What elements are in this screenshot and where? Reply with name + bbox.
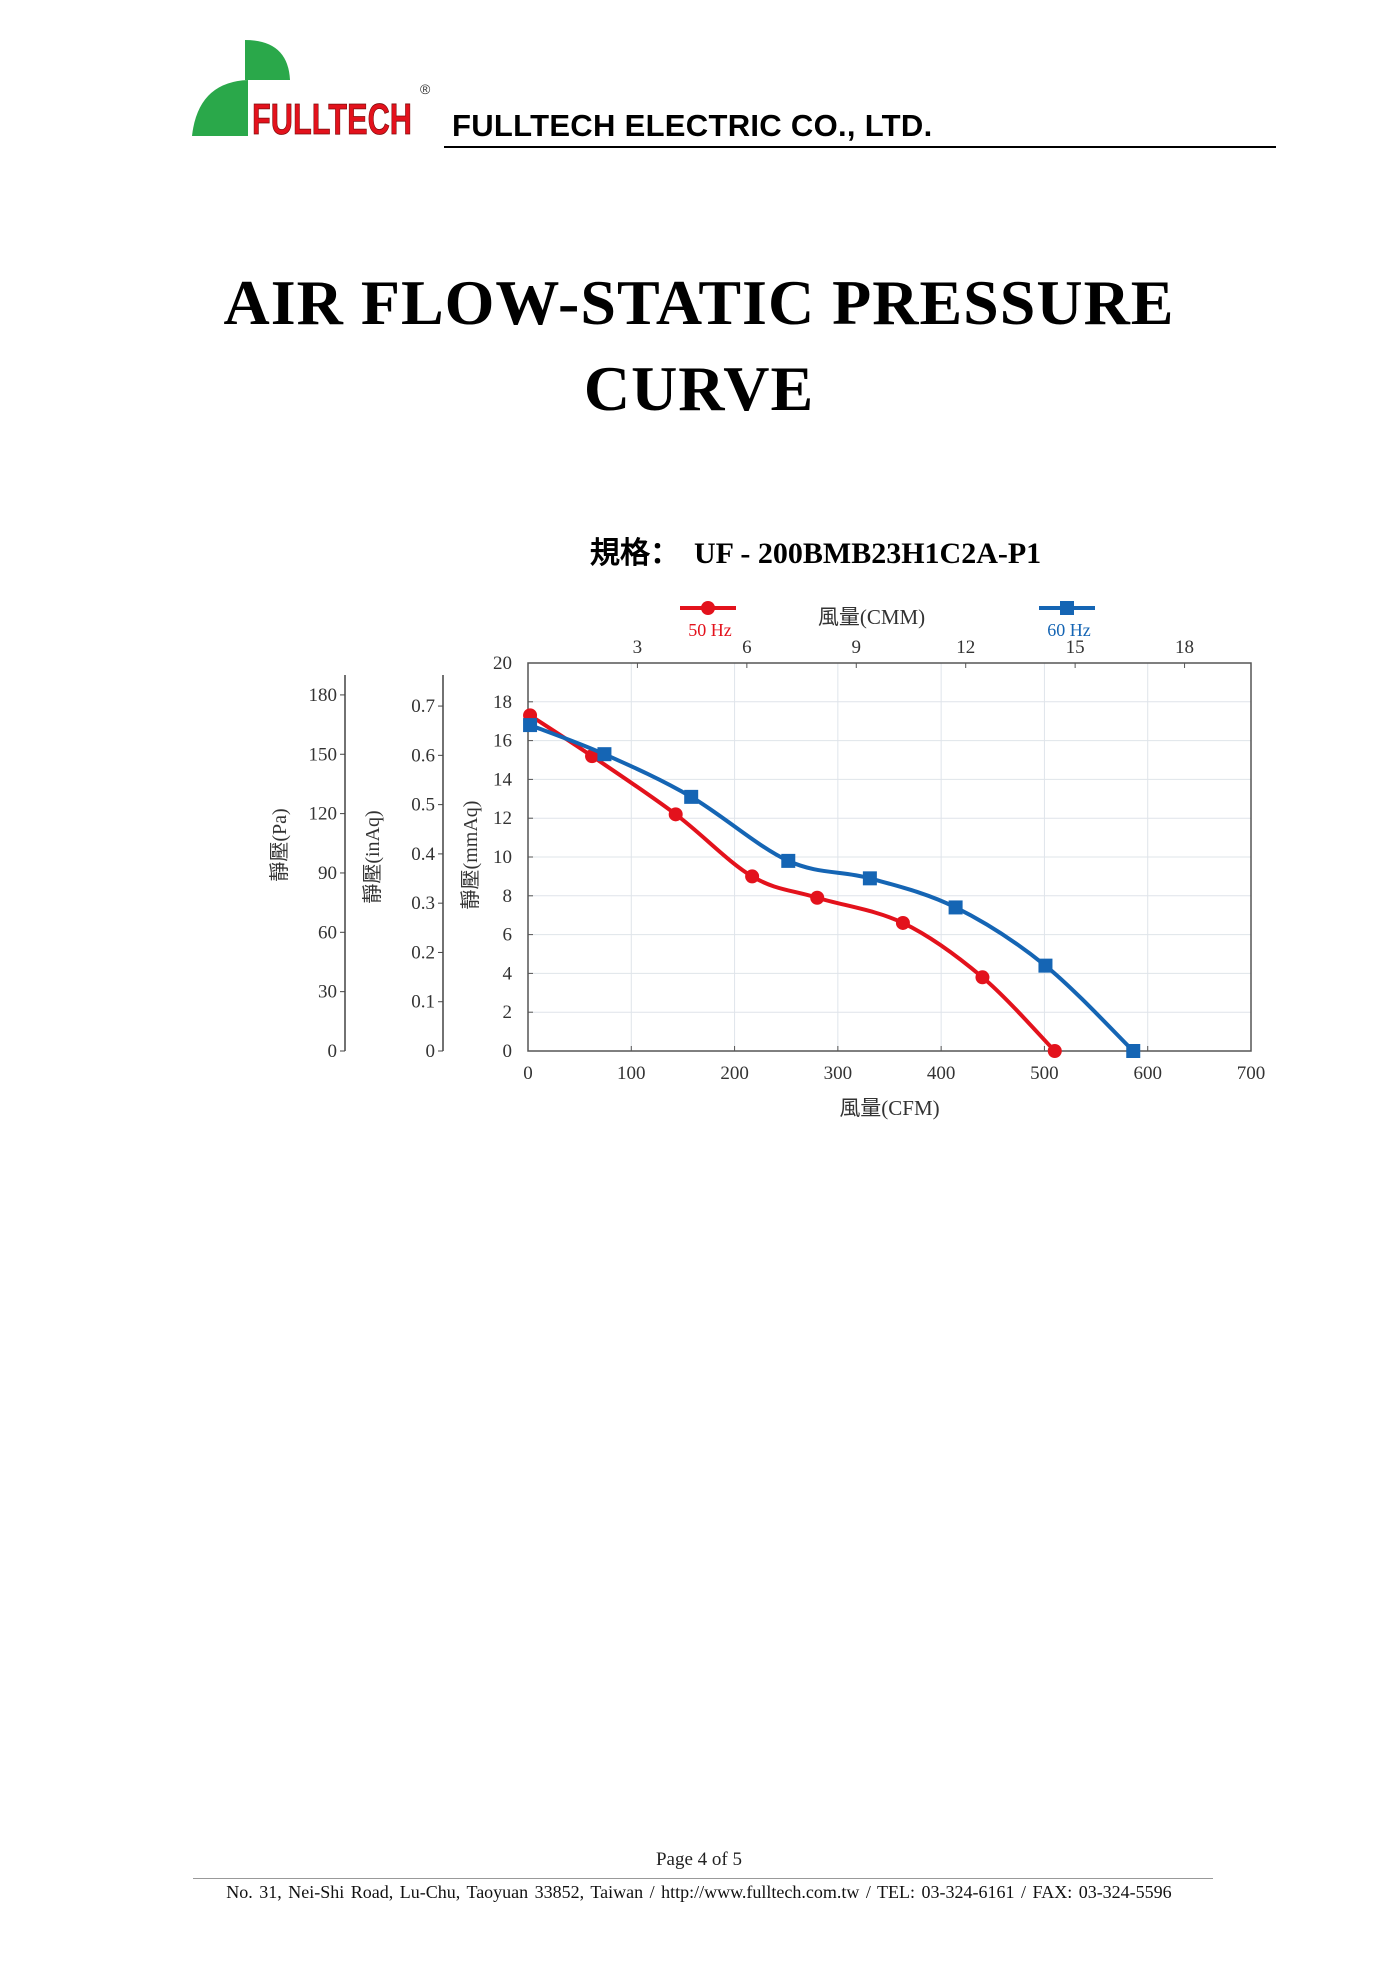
- x-tick-label: 700: [1237, 1063, 1266, 1084]
- x-tick-label: 0: [523, 1063, 533, 1084]
- page-title-line2: CURVE: [583, 353, 815, 424]
- y-tick-label: 10: [493, 847, 512, 868]
- data-point-50hz: [895, 915, 910, 930]
- x-tick-label: 500: [1030, 1063, 1059, 1084]
- data-point-60hz: [1126, 1044, 1141, 1058]
- data-point-50hz: [585, 749, 600, 764]
- spec-colon: ：: [650, 537, 680, 570]
- data-point-60hz: [1038, 958, 1053, 973]
- inaq-tick-label: 0.6: [411, 745, 435, 766]
- legend-swatch-marker: [701, 601, 715, 615]
- logo-text: FULLTECH: [252, 95, 412, 143]
- spec-label: 規格: [590, 537, 650, 570]
- data-point-60hz: [781, 853, 796, 868]
- pa-tick-label: 0: [328, 1041, 338, 1062]
- x-tick-label: 100: [617, 1063, 646, 1084]
- y-tick-label: 0: [503, 1041, 513, 1062]
- data-point-60hz: [684, 789, 699, 804]
- fulltech-logo: FULLTECH ®: [192, 40, 431, 143]
- y-tick-label: 4: [503, 963, 513, 984]
- y-tick-label: 12: [493, 808, 512, 829]
- inaq-tick-label: 0.2: [411, 942, 435, 963]
- pa-axis-label: 靜壓(Pa): [268, 808, 291, 881]
- y-axis-label: 靜壓(mmAq): [459, 801, 482, 910]
- data-point-60hz: [862, 871, 877, 886]
- x2-tick-label: 6: [742, 637, 752, 658]
- x-tick-label: 300: [824, 1063, 853, 1084]
- x2-tick-label: 18: [1175, 637, 1194, 658]
- x2-axis-label: 風量(CMM): [818, 605, 925, 629]
- y-tick-label: 2: [503, 1002, 513, 1023]
- y-tick-label: 8: [503, 886, 513, 907]
- x2-tick-label: 12: [956, 637, 975, 658]
- series-line-50hz: [528, 713, 1057, 1053]
- x2-tick-label: 3: [633, 637, 643, 658]
- inaq-tick-label: 0.1: [411, 992, 435, 1013]
- inaq-tick-label: 0.3: [411, 893, 435, 914]
- y-tick-label: 20: [493, 653, 512, 674]
- pa-tick-label: 90: [318, 863, 337, 884]
- data-point-60hz: [948, 900, 963, 915]
- footer-address: No. 31, Nei-Shi Road, Lu-Chu, Taoyuan 33…: [226, 1882, 1172, 1902]
- y-tick-label: 16: [493, 731, 512, 752]
- page-number: Page 4 of 5: [655, 1849, 742, 1870]
- spec-line: 規格： UF - 200BMB23H1C2A-P1: [590, 528, 1041, 572]
- inaq-tick-label: 0.7: [411, 696, 435, 717]
- legend-label: 60 Hz: [1047, 620, 1091, 640]
- data-point-50hz: [745, 869, 760, 884]
- data-point-50hz: [1047, 1044, 1062, 1058]
- data-point-50hz: [975, 970, 990, 985]
- x-tick-label: 200: [720, 1063, 749, 1084]
- x2-tick-label: 15: [1066, 637, 1085, 658]
- data-point-50hz: [668, 807, 683, 822]
- pa-tick-label: 120: [309, 804, 338, 825]
- logo-leaf-top: [245, 40, 290, 80]
- y-tick-label: 6: [503, 925, 513, 946]
- data-point-60hz: [523, 718, 538, 733]
- legend-label: 50 Hz: [688, 620, 732, 640]
- inaq-axis-label: 靜壓(inAq): [361, 810, 384, 903]
- x-tick-label: 600: [1133, 1063, 1162, 1084]
- data-point-50hz: [810, 890, 825, 905]
- page-title-line1: AIR FLOW-STATIC PRESSURE: [223, 267, 1175, 338]
- registered-mark: ®: [420, 81, 431, 97]
- footer-rule: [193, 1878, 1213, 1879]
- inaq-tick-label: 0.5: [411, 795, 435, 816]
- legend-swatch-marker: [1060, 601, 1074, 615]
- pa-tick-label: 180: [309, 685, 338, 706]
- company-name: FULLTECH ELECTRIC CO., LTD.: [452, 108, 933, 143]
- y-tick-label: 14: [493, 769, 513, 790]
- inaq-tick-label: 0.4: [411, 844, 435, 865]
- logo-leaf-left: [192, 80, 248, 136]
- x-axis-label: 風量(CFM): [839, 1096, 939, 1120]
- x2-tick-label: 9: [852, 637, 862, 658]
- pa-tick-label: 60: [318, 922, 337, 943]
- pa-tick-label: 30: [318, 982, 337, 1003]
- inaq-tick-label: 0: [426, 1041, 436, 1062]
- data-point-60hz: [597, 747, 612, 762]
- x-tick-label: 400: [927, 1063, 956, 1084]
- y-tick-label: 18: [493, 692, 512, 713]
- header-rule: [444, 146, 1276, 148]
- spec-model: UF - 200BMB23H1C2A-P1: [694, 537, 1042, 570]
- pa-tick-label: 150: [309, 744, 338, 765]
